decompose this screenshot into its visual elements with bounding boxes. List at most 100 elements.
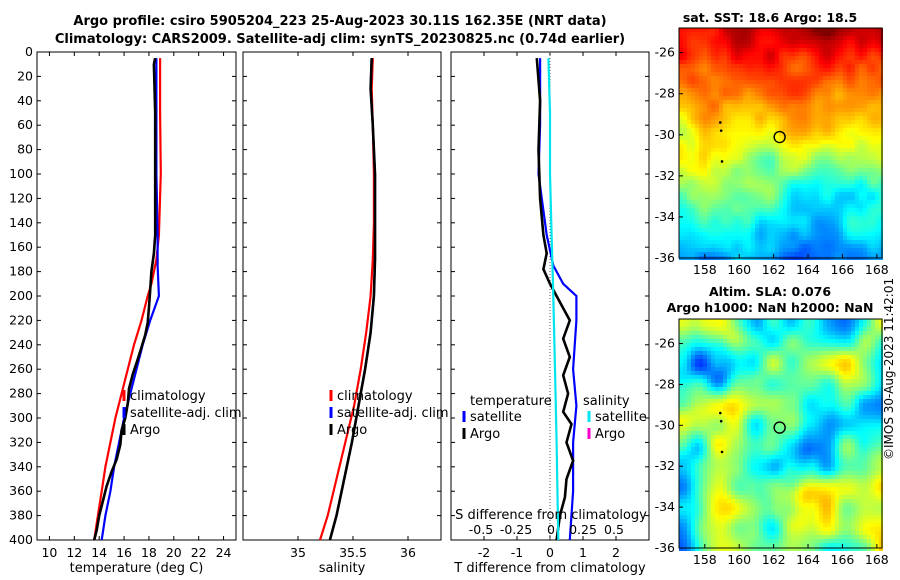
map-cell: [827, 84, 831, 88]
map-cell: [743, 136, 747, 140]
map-cell: [867, 208, 871, 212]
map-cell: [715, 395, 719, 399]
map-cell: [783, 383, 787, 387]
map-cell: [875, 240, 879, 244]
map-cell: [803, 96, 807, 100]
map-cell: [727, 423, 731, 427]
map-cell: [703, 407, 707, 411]
map-cell: [703, 64, 707, 68]
map-cell: [827, 80, 831, 84]
map-cell: [739, 100, 743, 104]
map-cell: [839, 407, 843, 411]
map-cell: [847, 248, 851, 252]
map-cell: [879, 48, 883, 52]
map-cell: [763, 160, 767, 164]
map-cell: [719, 455, 723, 459]
map-cell: [827, 88, 831, 92]
map-cell: [867, 443, 871, 447]
map-cell: [719, 132, 723, 136]
map-cell: [687, 148, 691, 152]
map-cell: [747, 184, 751, 188]
map-cell: [679, 351, 683, 355]
map-cell: [879, 204, 883, 208]
map-cell: [871, 319, 875, 323]
map-cell: [795, 132, 799, 136]
map-cell: [867, 64, 871, 68]
map-cell: [815, 44, 819, 48]
map-cell: [679, 216, 683, 220]
map-cell: [767, 387, 771, 391]
map-cell: [723, 68, 727, 72]
map-cell: [699, 156, 703, 160]
map-cell: [763, 347, 767, 351]
map-cell: [767, 335, 771, 339]
map-cell: [775, 188, 779, 192]
map-cell: [859, 172, 863, 176]
map-cell: [795, 248, 799, 252]
map-cell: [859, 371, 863, 375]
map-cell: [879, 431, 883, 435]
map-cell: [735, 184, 739, 188]
map-cell: [747, 72, 751, 76]
map-cell: [743, 240, 747, 244]
map-cell: [683, 88, 687, 92]
map-cell: [811, 451, 815, 455]
map-cell: [835, 319, 839, 323]
map-cell: [687, 319, 691, 323]
map-cell: [715, 96, 719, 100]
map-cell: [779, 92, 783, 96]
map-cell: [807, 44, 811, 48]
map-cell: [799, 84, 803, 88]
map-cell: [743, 168, 747, 172]
map-cell: [763, 156, 767, 160]
map-cell: [707, 84, 711, 88]
map-cell: [719, 112, 723, 116]
figure-title-line1: Argo profile: csiro 5905204_223 25-Aug-2…: [73, 14, 607, 29]
map-cell: [755, 104, 759, 108]
map-cell: [851, 439, 855, 443]
map-cell: [787, 124, 791, 128]
map-cell: [879, 96, 883, 100]
map-cell: [875, 200, 879, 204]
map-cell: [799, 411, 803, 415]
map-cell: [699, 188, 703, 192]
map-cell: [679, 335, 683, 339]
map-cell: [823, 180, 827, 184]
map-cell: [879, 116, 883, 120]
map-cell: [691, 240, 695, 244]
map-cell: [707, 391, 711, 395]
map-cell: [719, 351, 723, 355]
map-cell: [799, 252, 803, 256]
map-cell: [699, 136, 703, 140]
map-cell: [775, 116, 779, 120]
map-cell: [691, 136, 695, 140]
map-cell: [727, 347, 731, 351]
map-cell: [703, 451, 707, 455]
map-cell: [703, 136, 707, 140]
map-cell: [751, 399, 755, 403]
map-cell: [679, 415, 683, 419]
map-cell: [875, 383, 879, 387]
map-cell: [795, 427, 799, 431]
map-cell: [771, 236, 775, 240]
map-cell: [727, 112, 731, 116]
map-cell: [731, 56, 735, 60]
map-cell: [723, 76, 727, 80]
map-cell: [783, 375, 787, 379]
map-cell: [699, 423, 703, 427]
map-cell: [751, 100, 755, 104]
map-cell: [851, 228, 855, 232]
map-cell: [831, 132, 835, 136]
map-cell: [879, 76, 883, 80]
map-cell: [787, 48, 791, 52]
map-cell: [723, 419, 727, 423]
map-cell: [707, 64, 711, 68]
map-cell: [715, 224, 719, 228]
map-cell: [839, 144, 843, 148]
x-tick-label: 160: [727, 262, 751, 277]
map-cell: [719, 44, 723, 48]
map-cell: [751, 164, 755, 168]
map-cell: [775, 108, 779, 112]
map-cell: [839, 92, 843, 96]
map-cell: [879, 120, 883, 124]
